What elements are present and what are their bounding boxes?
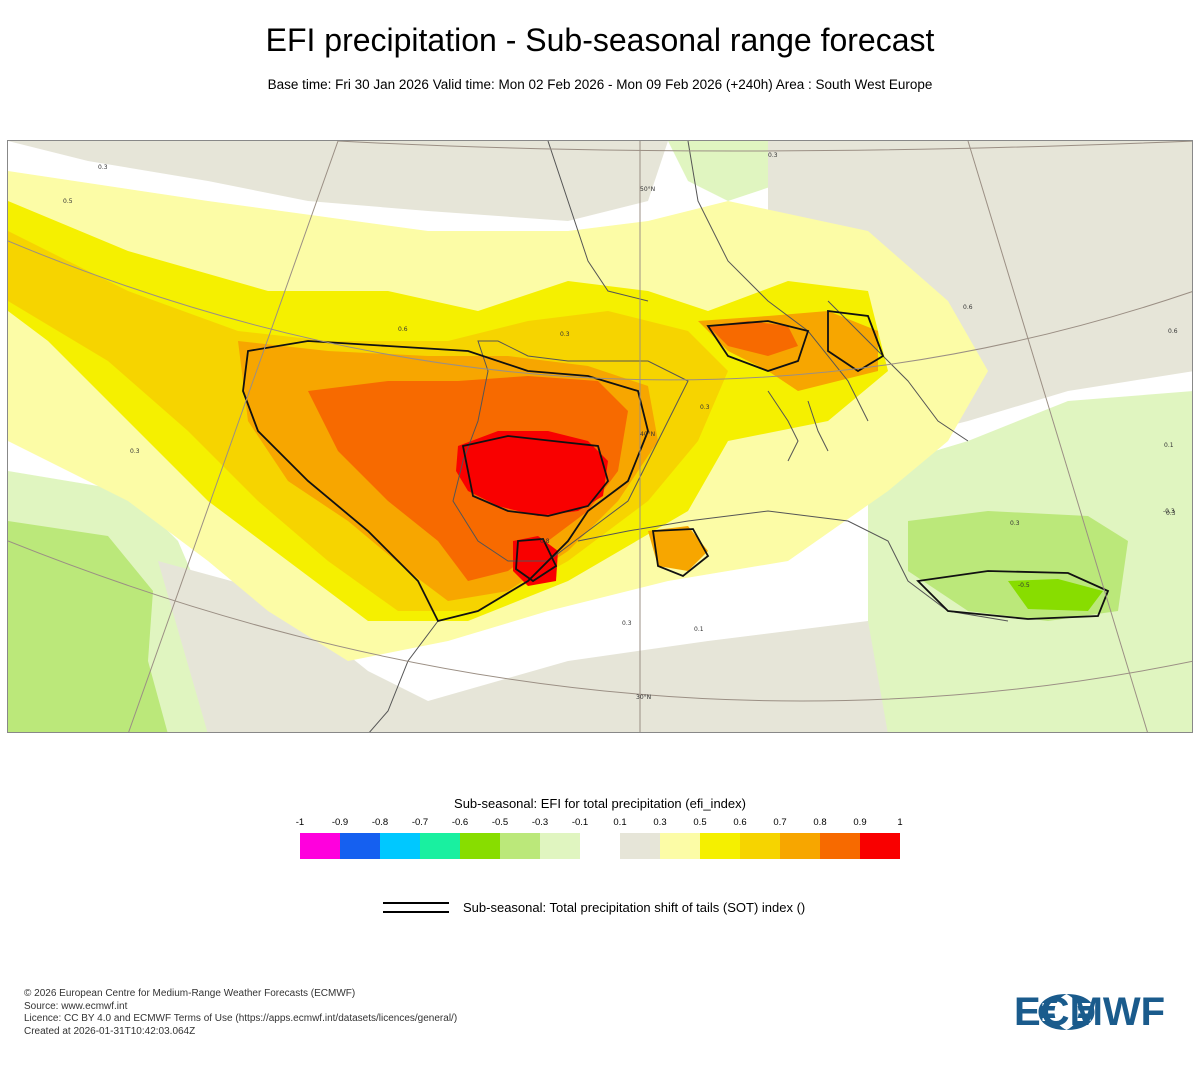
legend-tick: -1 [295, 817, 305, 828]
legend-swatch [500, 833, 540, 859]
sot-legend-label: Sub-seasonal: Total precipitation shift … [463, 900, 806, 915]
contour-label: 0.1 [694, 626, 704, 633]
sot-legend-symbol [383, 902, 449, 920]
legend-tick: 0.5 [693, 817, 707, 828]
legend-swatch [300, 833, 340, 859]
efi-area-orange-algeria [648, 526, 708, 571]
grid-label-40n: 40°N [640, 431, 655, 438]
contour-label: 0.3 [768, 152, 778, 159]
legend-swatch [580, 833, 620, 859]
efi-area-grey-south [158, 561, 888, 732]
contour-label: 0.3 [622, 620, 632, 627]
credit-line: © 2026 European Centre for Medium-Range … [24, 988, 356, 999]
legend-tick: -0.6 [451, 817, 469, 828]
legend-tick: 0.9 [853, 817, 867, 828]
contour-label: 0.1 [1164, 442, 1174, 449]
credit-line: Source: www.ecmwf.int [24, 1000, 128, 1012]
legend-swatch [700, 833, 740, 859]
contour-label: -0.3 [1163, 508, 1175, 515]
contour-label: 0.3 [98, 164, 108, 171]
legend-tick: 0.1 [613, 817, 627, 828]
chart-title: EFI precipitation - Sub-seasonal range f… [265, 22, 935, 58]
legend-tick: -0.1 [571, 817, 589, 828]
legend-tick: -0.8 [371, 817, 389, 828]
legend-tick: -0.9 [331, 817, 349, 828]
legend-swatch [820, 833, 860, 859]
chart-subtitle: Base time: Fri 30 Jan 2026 Valid time: M… [267, 77, 933, 92]
graticule [8, 141, 1192, 732]
legend-tick: -0.5 [491, 817, 509, 828]
efi-map[interactable]: 0.3 0.5 0.6 0.3 0.3 0.3 0.6 0.8 0.3 0.1 … [7, 140, 1193, 733]
legend-swatch [660, 833, 700, 859]
legend-swatch [780, 833, 820, 859]
efi-area-green-west [8, 521, 168, 732]
contour-label: 0.6 [1168, 328, 1178, 335]
legend-title: Sub-seasonal: EFI for total precipitatio… [454, 796, 746, 811]
legend-tick: 0.3 [653, 817, 667, 828]
coastlines [369, 141, 1009, 732]
contour-label: 0.3 [1166, 510, 1176, 517]
logo-text: ECMWF [1014, 990, 1166, 1034]
credits-block: © 2026 European Centre for Medium-Range … [24, 988, 457, 1038]
legend-colorbar [300, 833, 900, 859]
contour-label: 0.3 [1010, 520, 1020, 527]
legend-swatch [860, 833, 900, 859]
credit-line: Licence: CC BY 4.0 and ECMWF Terms of Us… [24, 1013, 458, 1024]
contour-label: 0.3 [130, 448, 140, 455]
legend-swatch [340, 833, 380, 859]
legend-tick: -0.3 [531, 817, 549, 828]
efi-area-green-core [1008, 579, 1103, 611]
legend-swatch [740, 833, 780, 859]
credit-line: Created at 2026-01-31T10:42:03.064Z [24, 1025, 196, 1037]
contour-label: -0.5 [1018, 582, 1030, 589]
contour-label: 0.3 [700, 404, 710, 411]
legend-ticks: -1 -0.9 -0.8 -0.7 -0.6 -0.5 -0.3 -0.1 0.… [0, 817, 1200, 831]
contour-label: 0.6 [963, 304, 973, 311]
efi-area-red-central [456, 431, 608, 516]
grid-label-30n: 30°N [636, 694, 651, 701]
contour-label: 0.3 [560, 331, 570, 338]
legend-swatch [620, 833, 660, 859]
legend-swatch [380, 833, 420, 859]
grid-labels: 50°N 40°N 30°N [636, 186, 655, 701]
contour-label: 0.6 [398, 326, 408, 333]
contour-label: 0.8 [540, 538, 550, 545]
efi-area-grey-north [8, 141, 668, 221]
contour-labels: 0.3 0.5 0.6 0.3 0.3 0.3 0.6 0.8 0.3 0.1 … [63, 152, 1178, 633]
legend-tick: -0.7 [411, 817, 429, 828]
legend-tick: 1 [897, 817, 903, 828]
ecmwf-logo-icon [1038, 994, 1095, 1030]
legend-tick: 0.7 [773, 817, 787, 828]
efi-area-light-green-north [668, 141, 788, 201]
legend-tick: 0.8 [813, 817, 827, 828]
sot-contours [242, 309, 1110, 623]
grid-label-50n: 50°N [640, 186, 655, 193]
legend-swatch [540, 833, 580, 859]
legend-swatch [460, 833, 500, 859]
contour-label: 0.5 [63, 198, 73, 205]
legend-tick: 0.6 [733, 817, 747, 828]
legend-swatch [420, 833, 460, 859]
map-canvas: 0.3 0.5 0.6 0.3 0.3 0.3 0.6 0.8 0.3 0.1 … [8, 141, 1192, 732]
efi-area-dark-orange-italy [708, 321, 798, 356]
